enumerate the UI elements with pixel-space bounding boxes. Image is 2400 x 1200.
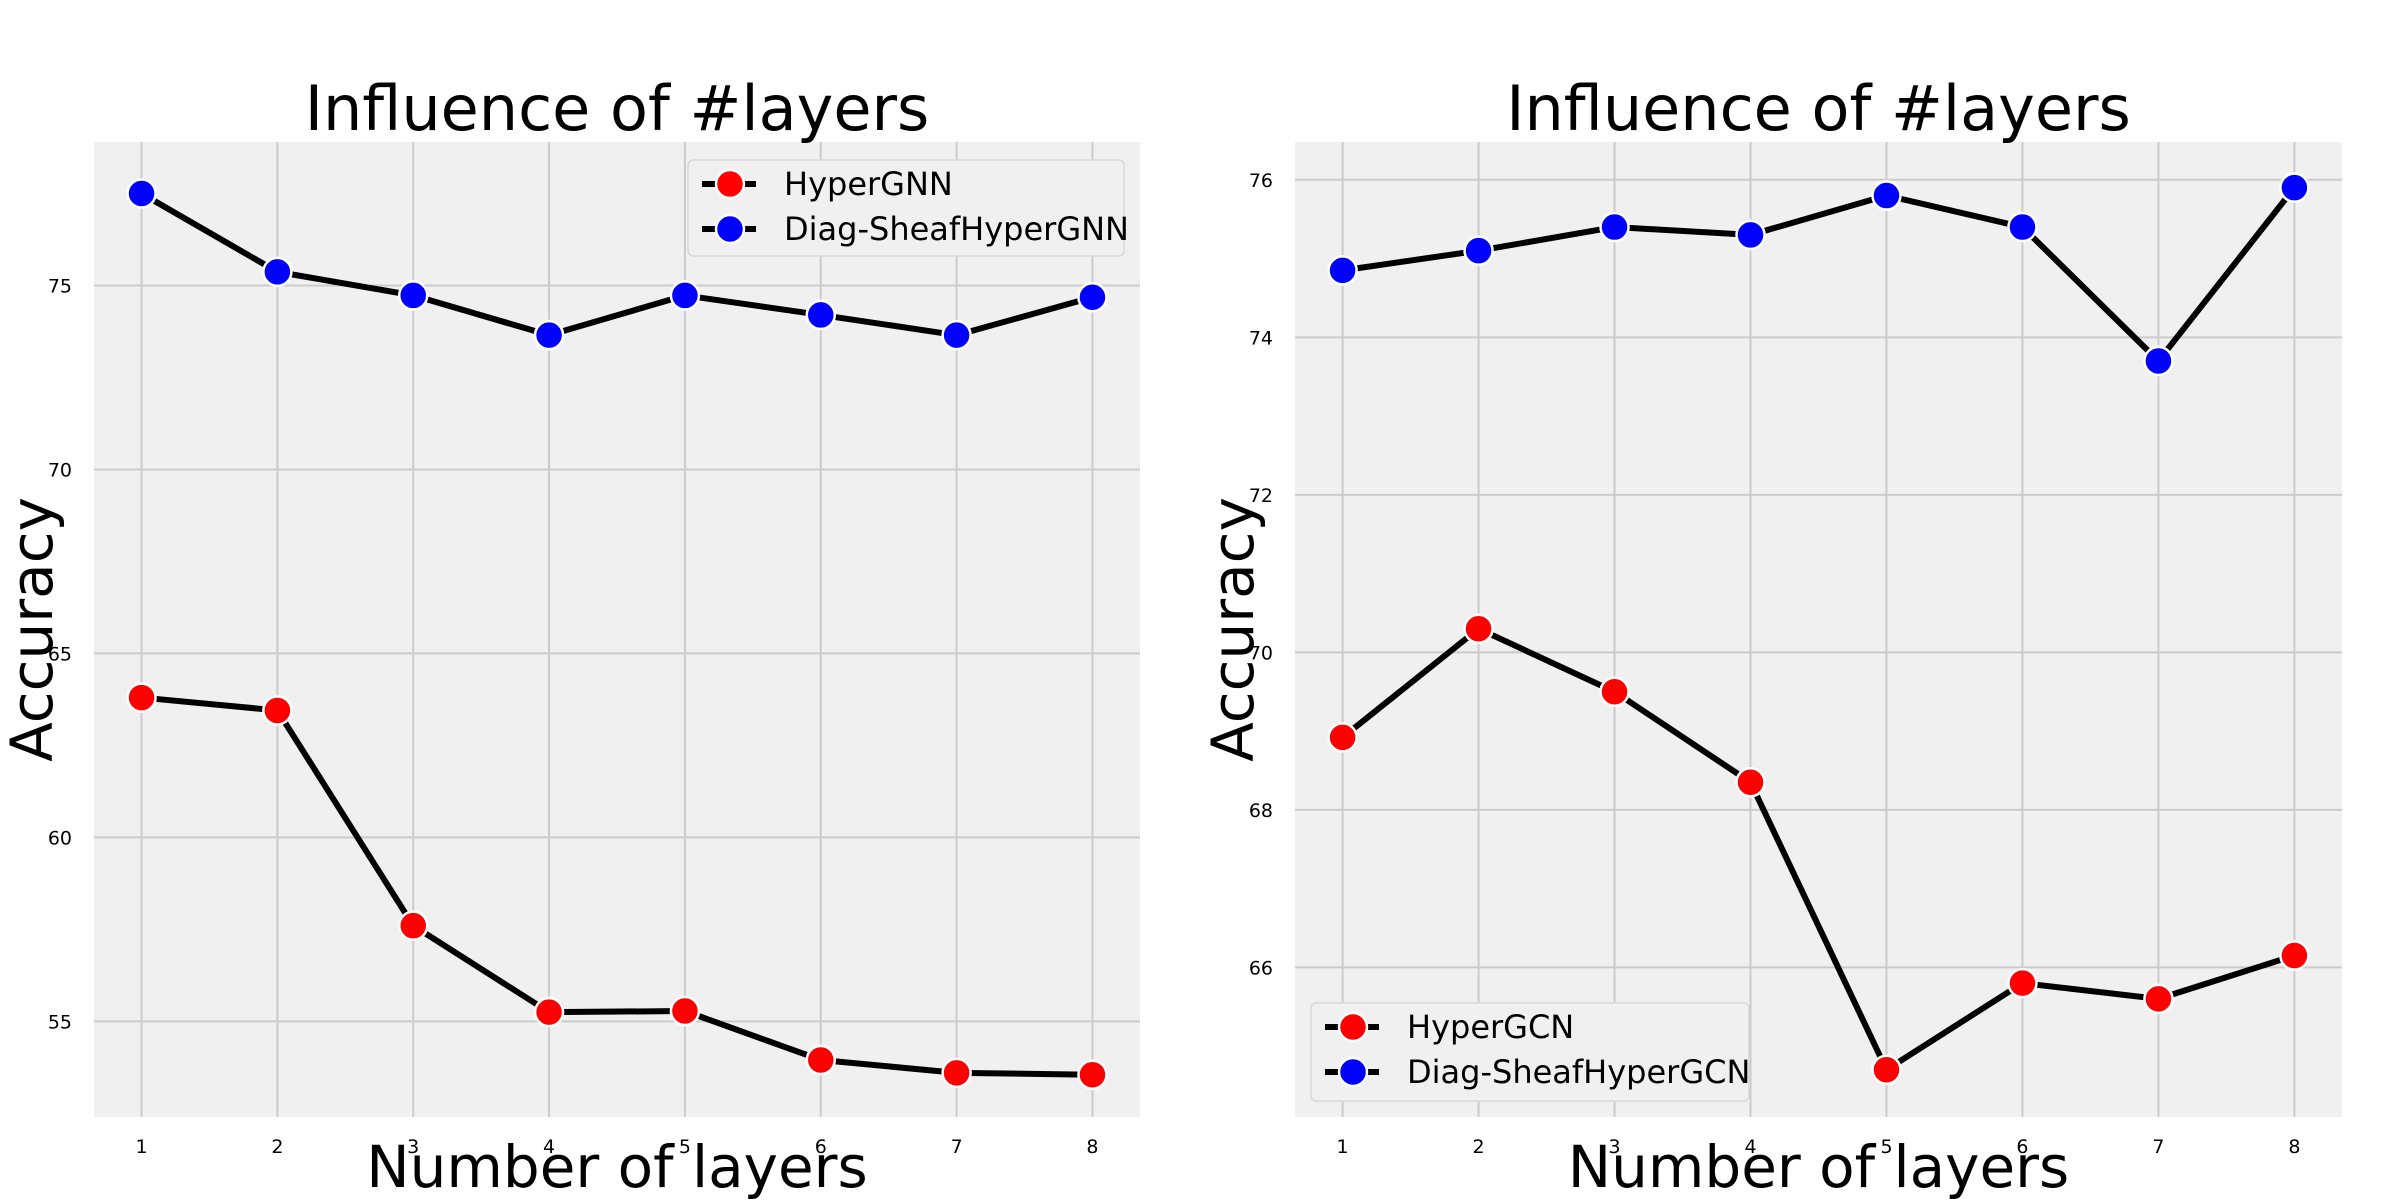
x-tick-label: 5	[679, 1136, 691, 1158]
legend-marker	[714, 168, 746, 200]
data-point-hypergcn	[1463, 613, 1494, 644]
y-tick-label: 68	[1249, 800, 1273, 822]
chart-title: Influence of #layers	[1506, 72, 2131, 145]
data-point-diag-sheafhypergnn	[941, 319, 972, 351]
data-point-hypergcn	[2279, 940, 2310, 971]
x-tick-label: 8	[2288, 1136, 2300, 1158]
data-point-diag-sheafhypergnn	[262, 256, 293, 288]
data-point-hypergnn	[1077, 1059, 1108, 1090]
x-tick-label: 2	[1473, 1136, 1485, 1158]
y-tick-label: 70	[1249, 642, 1273, 664]
y-tick-label: 74	[1249, 327, 1273, 349]
x-tick-label: 1	[1337, 1136, 1349, 1158]
data-point-hypergcn	[2007, 967, 2038, 999]
y-tick-label: 72	[1249, 485, 1273, 507]
data-point-diag-sheafhypergnn	[533, 319, 565, 351]
legend-label: Diag-SheafHyperGCN	[1407, 1053, 1750, 1091]
x-tick-label: 7	[951, 1136, 963, 1158]
data-point-diag-sheafhypergnn	[1077, 282, 1108, 313]
data-point-diag-sheafhypergcn	[2143, 345, 2174, 377]
data-point-diag-sheafhypergcn	[1871, 180, 1902, 211]
series-line-hypergcn	[1340, 625, 2296, 1073]
series-line-diag-sheafhypergnn	[140, 190, 1094, 339]
x-tick-label: 4	[543, 1136, 555, 1158]
data-point-diag-sheafhypergcn	[2279, 172, 2310, 203]
data-point-diag-sheafhypergnn	[669, 280, 701, 311]
y-tick-label: 70	[48, 459, 72, 481]
legend-frame	[687, 159, 1125, 257]
x-tick-label: 2	[271, 1136, 283, 1158]
y-axis-label: Accuracy	[0, 497, 66, 762]
data-point-hypergcn	[1599, 676, 1630, 707]
y-tick-label: 66	[1249, 957, 1273, 979]
x-tick-label: 6	[2016, 1136, 2028, 1158]
legend: HyperGNN Diag-SheafHyperGNN	[687, 159, 1129, 257]
y-tick-label: 55	[48, 1011, 72, 1033]
data-point-hypergcn	[1327, 722, 1358, 753]
data-point-diag-sheafhypergcn	[2007, 211, 2038, 243]
y-tick-label: 76	[1249, 170, 1273, 192]
data-point-diag-sheafhypergnn	[805, 299, 837, 331]
y-tick-label: 60	[48, 827, 72, 849]
chart-title: Influence of #layers	[305, 72, 930, 145]
y-tick-label: 75	[48, 275, 72, 297]
data-point-hypergcn	[1871, 1054, 1902, 1085]
data-point-hypergnn	[533, 996, 565, 1028]
chart-panel-2: 1 2 3 4 5 6 7 8 66 68 70 72 74 76 Influence of #layers…	[1199, 72, 2342, 1200]
x-axis-label: Number of layers	[366, 1133, 868, 1200]
data-point-diag-sheafhypergcn	[1599, 211, 1630, 243]
legend-marker	[714, 213, 746, 245]
x-tick-label: 8	[1086, 1136, 1098, 1158]
data-point-diag-sheafhypergnn	[397, 280, 429, 311]
legend-marker	[1337, 1056, 1369, 1088]
legend-label: HyperGNN	[784, 165, 953, 203]
data-point-hypergnn	[262, 695, 293, 726]
data-point-hypergnn	[669, 995, 701, 1027]
plot-area	[94, 142, 1140, 1117]
data-point-hypergnn	[126, 682, 157, 713]
legend-frame	[1310, 1002, 1750, 1102]
y-tick-label: 65	[48, 643, 72, 665]
y-axis-label: Accuracy	[1199, 497, 1267, 762]
data-point-diag-sheafhypergcn	[1463, 235, 1494, 266]
legend: HyperGCN Diag-SheafHyperGCN	[1310, 1002, 1750, 1102]
data-point-hypergnn	[397, 910, 429, 941]
legend-marker	[1337, 1011, 1369, 1043]
series-line-diag-sheafhypergcn	[1342, 185, 2297, 364]
legend-label: Diag-SheafHyperGNN	[784, 210, 1129, 248]
x-tick-label: 6	[815, 1136, 827, 1158]
data-point-diag-sheafhypergcn	[1735, 219, 1766, 251]
x-axis-label: Number of layers	[1568, 1133, 2070, 1200]
plot-area	[1295, 142, 2342, 1117]
x-tick-label: 3	[407, 1136, 419, 1158]
data-point-hypergnn	[941, 1057, 972, 1089]
x-tick-label: 7	[2152, 1136, 2164, 1158]
x-tick-label: 5	[1880, 1136, 1892, 1158]
x-tick-label: 3	[1608, 1136, 1620, 1158]
data-point-hypergcn	[1735, 767, 1766, 798]
data-point-hypergnn	[805, 1044, 837, 1076]
chart-panel-1: 1 2 3 4 5 6 7 8 55 60 65 70 75 Influence of #layers Nu…	[0, 72, 1140, 1200]
data-point-diag-sheafhypergnn	[126, 178, 157, 209]
x-tick-label: 1	[135, 1136, 147, 1158]
legend-label: HyperGCN	[1407, 1008, 1574, 1046]
x-tick-label: 4	[1744, 1136, 1756, 1158]
data-point-hypergcn	[2143, 983, 2174, 1015]
data-point-diag-sheafhypergcn	[1327, 255, 1358, 286]
series-line-hypergnn	[141, 694, 1093, 1078]
